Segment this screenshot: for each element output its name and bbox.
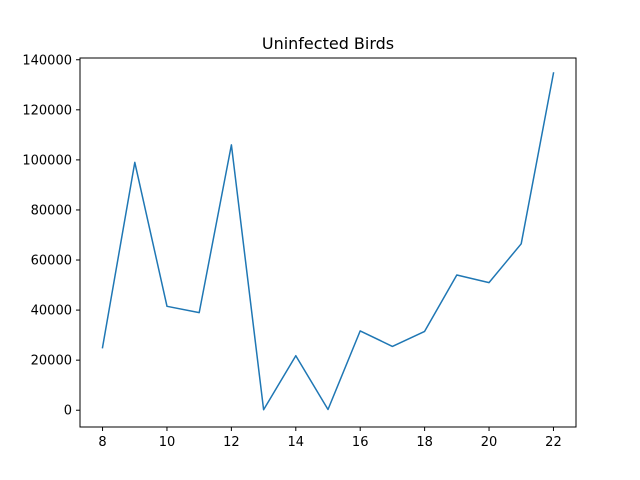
chart-title: Uninfected Birds — [262, 34, 394, 53]
x-tick-label: 20 — [481, 435, 498, 450]
y-tick-label: 100000 — [22, 153, 72, 168]
x-tick-label: 12 — [223, 435, 240, 450]
y-tick-label: 0 — [64, 404, 72, 419]
x-tick-label: 18 — [416, 435, 433, 450]
plot-area — [101, 72, 555, 411]
x-tick-label: 22 — [545, 435, 562, 450]
y-tick-label: 120000 — [22, 103, 72, 118]
y-tick-label: 20000 — [31, 354, 72, 369]
series-line-0 — [101, 72, 555, 411]
x-tick-label: 14 — [288, 435, 305, 450]
y-tick-label: 40000 — [31, 304, 72, 319]
x-axis: 8 10 12 14 16 18 20 22 — [98, 427, 562, 450]
x-tick-label: 16 — [352, 435, 369, 450]
y-tick-label: 60000 — [31, 254, 72, 269]
y-tick-label: 140000 — [22, 53, 72, 68]
y-tick-label: 80000 — [31, 203, 72, 218]
x-tick-label: 8 — [98, 435, 106, 450]
axes-frame — [79, 57, 577, 428]
y-axis: 0 20000 40000 60000 80000 100000 120000 140000 — [22, 53, 80, 419]
x-tick-label: 10 — [159, 435, 176, 450]
